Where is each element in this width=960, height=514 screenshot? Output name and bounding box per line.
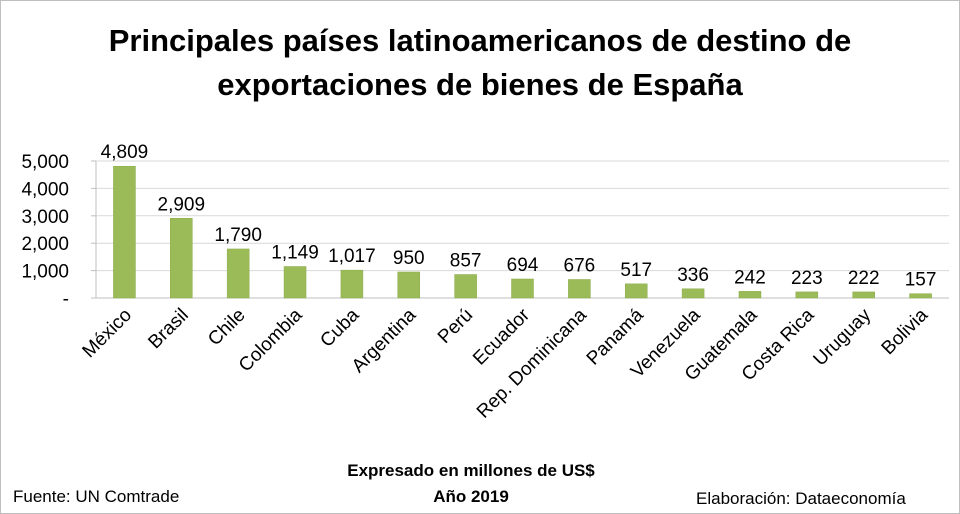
bar-13: [852, 291, 875, 299]
data-label: 676: [564, 255, 596, 276]
data-label: 2,909: [158, 194, 206, 215]
chart-title-line-2: exportaciones de bienes de España: [217, 67, 743, 102]
bar-11: [738, 291, 762, 299]
bar-6: [454, 274, 477, 299]
x-tick-label: Uruguay: [810, 304, 876, 370]
data-label: 1,017: [328, 246, 376, 267]
source-note: Fuente: UN Comtrade: [13, 487, 180, 506]
data-label: 1,790: [214, 225, 262, 246]
y-tick-label: 4,000: [21, 179, 69, 200]
bar-12: [795, 291, 819, 299]
bar-9: [624, 283, 648, 299]
bar-14: [909, 293, 932, 299]
data-label: 1,149: [271, 243, 319, 264]
data-label: 4,809: [101, 142, 149, 163]
data-label: 242: [734, 267, 766, 288]
bar-1: [170, 218, 193, 299]
bar-3: [283, 266, 307, 299]
x-tick-label: México: [79, 305, 136, 362]
bar-0: [113, 165, 136, 299]
bar-8: [568, 279, 591, 299]
x-tick-label: Cuba: [316, 304, 363, 351]
year-note-text: Año 2019: [433, 487, 509, 506]
y-tick-label: 3,000: [21, 207, 69, 228]
data-label: 694: [507, 255, 539, 276]
y-tick-label: -: [63, 289, 69, 310]
data-label: 223: [791, 268, 823, 289]
x-tick-label: Brasil: [144, 305, 192, 353]
credit-note: Elaboración: Dataeconomía: [696, 489, 906, 508]
bar-5: [397, 271, 421, 299]
data-label: 222: [848, 268, 880, 289]
x-tick-label: Colombia: [235, 304, 307, 376]
data-label: 336: [677, 265, 709, 286]
y-tick-label: 1,000: [21, 262, 69, 283]
units-note-text: Expresado en millones de US$: [347, 461, 595, 480]
data-label: 950: [393, 248, 425, 269]
data-label: 857: [450, 251, 482, 272]
bar-2: [226, 248, 250, 299]
data-label: 157: [905, 270, 937, 291]
x-tick-label: Rep. Dominicana: [473, 304, 591, 422]
bar-4: [340, 269, 364, 299]
bar-7: [511, 278, 534, 299]
bar-10: [681, 288, 705, 299]
x-tick-label: Perú: [434, 305, 477, 348]
chart-title-line-1: Principales países latinoamericanos de d…: [108, 23, 852, 58]
data-label: 517: [620, 260, 652, 281]
chart-title: Principales países latinoamericanos de d…: [1, 19, 959, 107]
x-tick-label: Bolivia: [878, 304, 933, 359]
y-tick-label: 5,000: [21, 152, 69, 173]
units-note: Expresado en millones de US$ Año 2019: [331, 458, 611, 510]
y-tick-label: 2,000: [21, 234, 69, 255]
x-tick-label: Chile: [204, 305, 249, 350]
